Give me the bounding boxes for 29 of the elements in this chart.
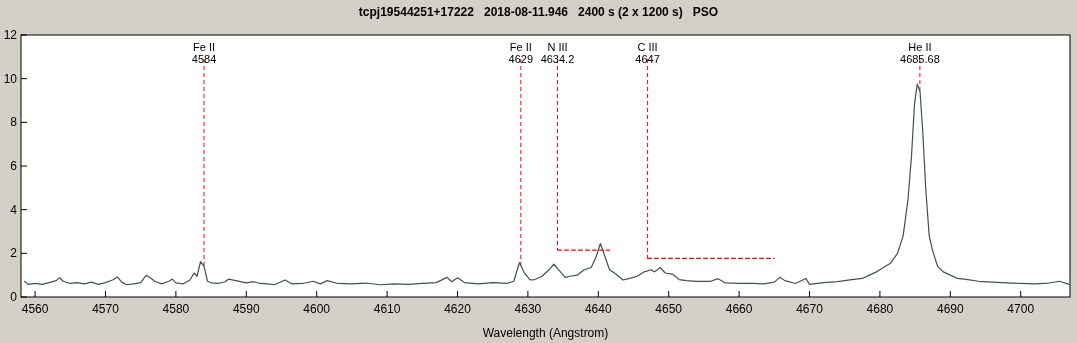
- y-tick-label: 10: [3, 71, 18, 86]
- x-tick-label: 4700: [1007, 302, 1035, 316]
- ref-line-label: Fe II 4629: [508, 41, 534, 65]
- x-axis-title: Wavelength (Angstrom): [482, 326, 609, 340]
- x-tick-label: 4620: [444, 302, 472, 316]
- ref-line-label: N III 4634.2: [540, 41, 575, 65]
- x-tick-label: 4630: [514, 302, 542, 316]
- y-tick-label: 4: [10, 202, 18, 217]
- x-tick-label: 4570: [92, 302, 120, 316]
- x-tick-label: 4560: [21, 302, 49, 316]
- ref-line-label: C III 4647: [635, 41, 660, 65]
- x-tick-label: 4650: [655, 302, 683, 316]
- ref-line-label: He II 4685.68: [900, 41, 940, 65]
- chart-title: tcpj19544251+17222 2018-08-11.946 2400 s (2 x 1200 s) PSO: [358, 5, 719, 19]
- ref-line-label: Fe II 4584: [191, 41, 217, 65]
- x-tick-label: 4610: [373, 302, 401, 316]
- y-tick-label: 2: [10, 246, 18, 261]
- y-tick-label: 6: [10, 159, 18, 173]
- y-tick-label: 8: [10, 115, 18, 130]
- x-tick-label: 4590: [232, 302, 260, 316]
- x-tick-label: 4670: [796, 302, 824, 316]
- x-tick-label: 4690: [936, 302, 964, 316]
- x-tick-label: 4580: [162, 302, 190, 316]
- y-tick-label: 0: [10, 290, 18, 304]
- x-tick-label: 4640: [584, 302, 612, 316]
- x-tick-label: 4660: [725, 302, 753, 316]
- y-tick-label: 12: [3, 28, 18, 42]
- x-tick-label: 4600: [303, 302, 331, 316]
- x-tick-label: 4680: [866, 302, 894, 316]
